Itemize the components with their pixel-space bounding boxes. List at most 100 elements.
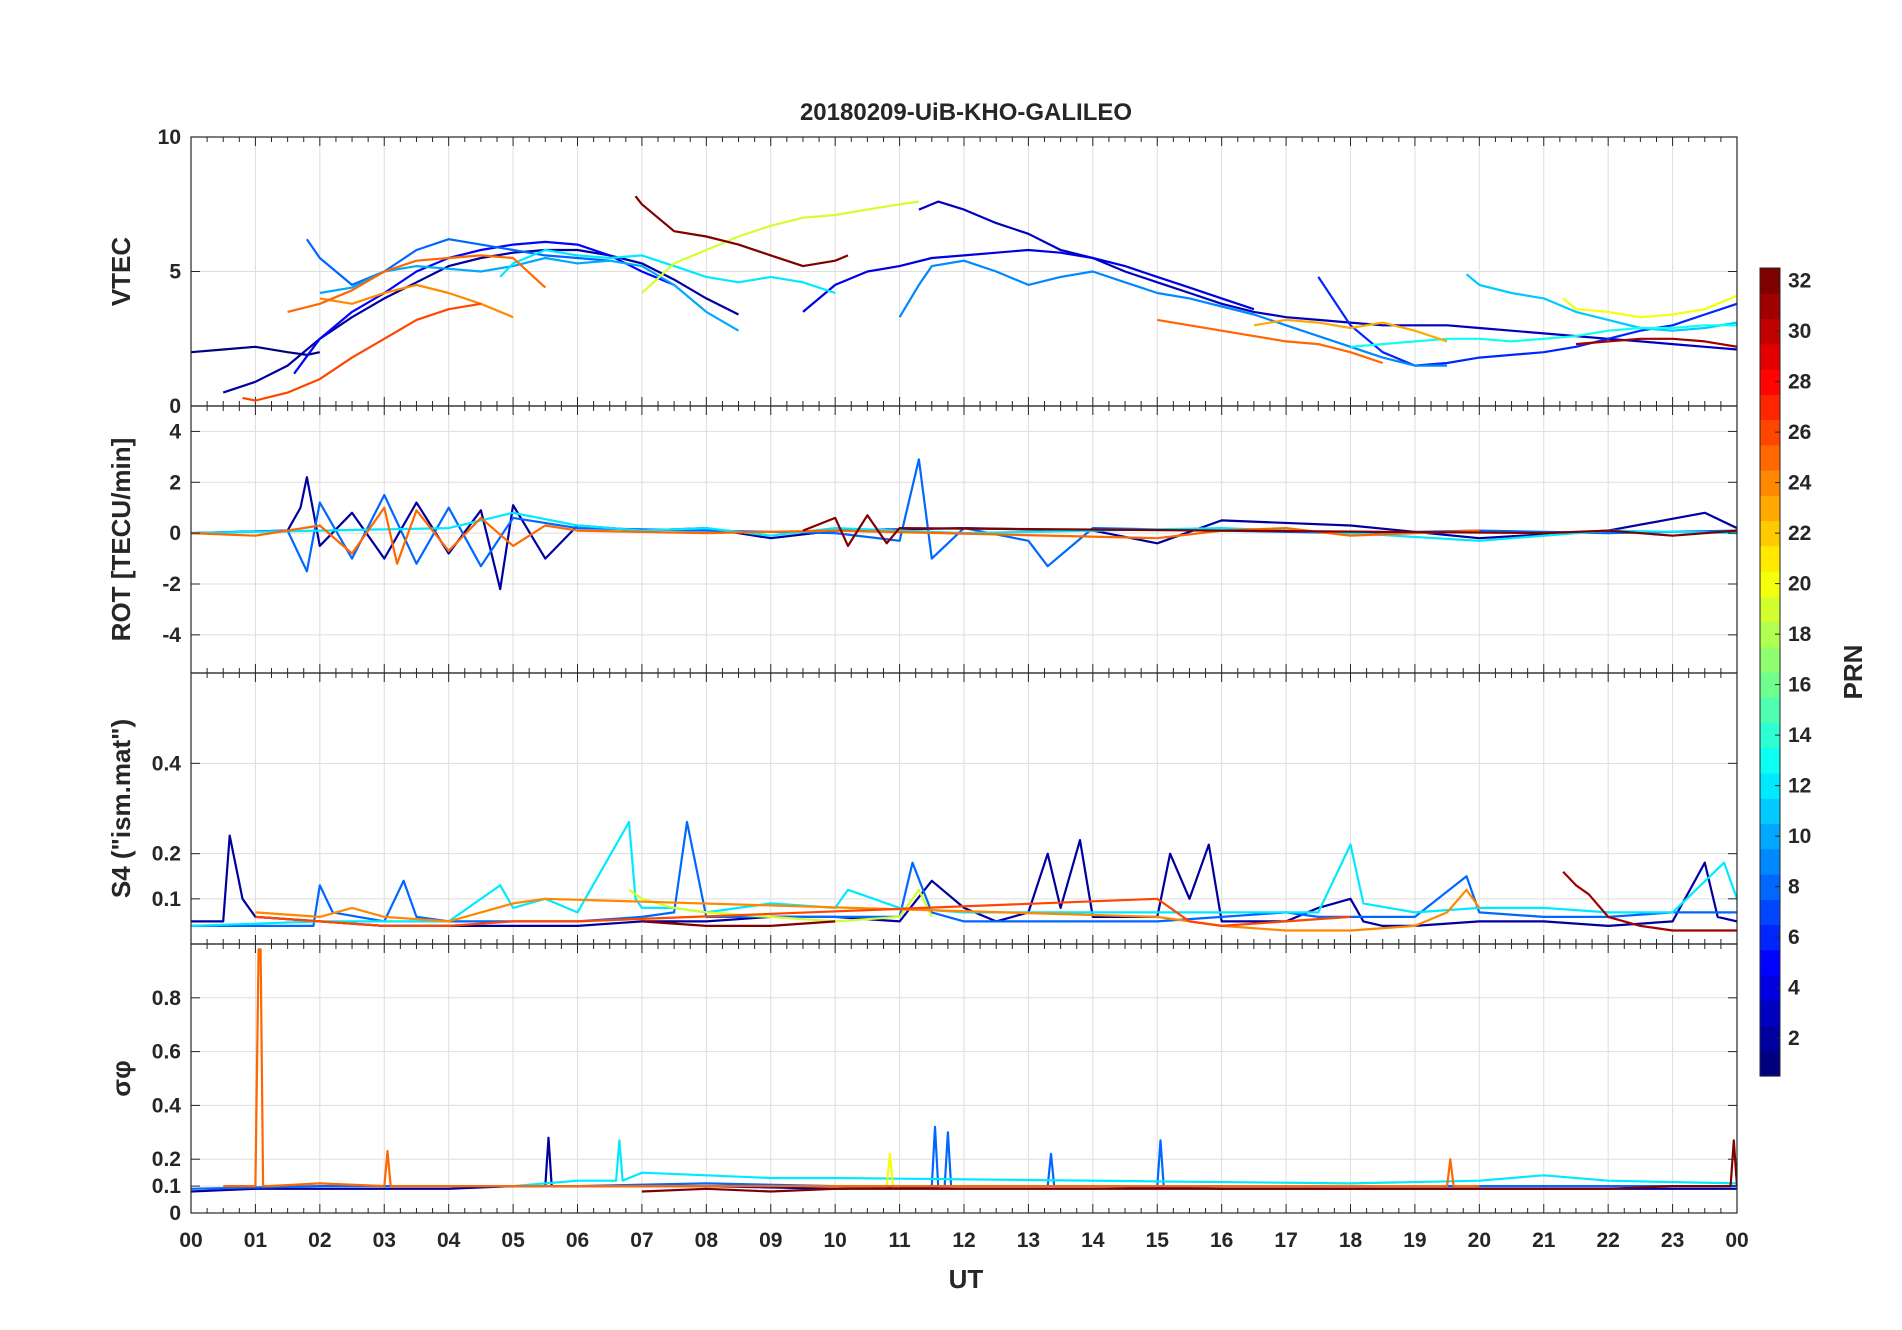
panel-rot: -4 -2 0 2 4 ROT [TECU/min] bbox=[106, 405, 1738, 674]
y-axis-label-sigma_phi: σφ bbox=[106, 1060, 136, 1096]
series-line-prn-11 bbox=[1465, 273, 1737, 332]
series-line-prn-20 bbox=[1562, 294, 1737, 319]
y-axis-label-rot: ROT [TECU/min] bbox=[106, 438, 136, 642]
series-group-sigma_phi bbox=[191, 948, 1737, 1193]
colorbar-segment bbox=[1760, 747, 1780, 774]
series-line-prn-26 bbox=[255, 897, 1351, 928]
series-line-prn-20 bbox=[835, 1152, 900, 1188]
colorbar-segment bbox=[1760, 293, 1780, 320]
colorbar-segment bbox=[1760, 394, 1780, 421]
y-tick-label: 10 bbox=[158, 126, 181, 149]
colorbar-tick-label: 30 bbox=[1788, 320, 1811, 343]
x-tick-label: 07 bbox=[630, 1229, 653, 1252]
colorbar-frame bbox=[1759, 267, 1781, 1077]
y-tick-label: 0 bbox=[169, 395, 181, 418]
series-line-prn-26 bbox=[242, 302, 482, 402]
x-axis-label: UT bbox=[949, 1264, 984, 1294]
x-tick-label: 15 bbox=[1146, 1229, 1170, 1252]
series-group-vtec bbox=[191, 195, 1737, 402]
series-line-prn-24 bbox=[255, 888, 1481, 932]
x-tick-label: 12 bbox=[952, 1229, 975, 1252]
colorbar-segment bbox=[1760, 1050, 1780, 1077]
colorbar-segment bbox=[1760, 646, 1780, 673]
y-axis-label-vtec: VTEC bbox=[106, 237, 136, 307]
series-line-prn-4 bbox=[802, 248, 1255, 313]
axes-frame-sigma_phi bbox=[190, 943, 1738, 1214]
series-line-prn-32 bbox=[634, 195, 849, 268]
x-tick-label: 11 bbox=[888, 1229, 911, 1252]
colorbar-segment bbox=[1760, 697, 1780, 724]
colorbar-segment bbox=[1760, 419, 1780, 446]
x-tick-label: 19 bbox=[1403, 1229, 1426, 1252]
x-tick-label: 22 bbox=[1596, 1229, 1619, 1252]
x-tick-label: 06 bbox=[566, 1229, 589, 1252]
series-line-prn-19 bbox=[641, 200, 920, 294]
series-line-prn-25 bbox=[287, 254, 547, 313]
grid-sigma_phi bbox=[190, 944, 1738, 1214]
x-tick-label: 18 bbox=[1339, 1229, 1363, 1252]
y-tick-label: 4 bbox=[169, 420, 181, 443]
y-tick-label: -2 bbox=[162, 573, 181, 596]
y-tick-label: 0 bbox=[169, 522, 181, 545]
series-line-prn-8 bbox=[305, 238, 610, 286]
colorbar-segment bbox=[1760, 444, 1780, 471]
colorbar-segment bbox=[1760, 949, 1780, 976]
colorbar-segment bbox=[1760, 318, 1780, 345]
colorbar-segment bbox=[1760, 621, 1780, 648]
y-tick-label: 0 bbox=[169, 1202, 181, 1225]
colorbar-segment bbox=[1760, 343, 1780, 370]
colorbar-segment bbox=[1760, 975, 1780, 1001]
colorbar-tick-label: 12 bbox=[1788, 775, 1811, 798]
series-line-prn-9 bbox=[898, 259, 1448, 367]
x-tick-label: 21 bbox=[1532, 1229, 1556, 1252]
colorbar-segment bbox=[1760, 520, 1780, 547]
series-line-prn-5 bbox=[293, 240, 675, 375]
colorbar-segment bbox=[1760, 899, 1780, 926]
x-tick-label: 08 bbox=[695, 1229, 719, 1252]
y-tick-label: 0.2 bbox=[152, 1148, 181, 1171]
colorbar-segment bbox=[1760, 874, 1780, 900]
series-line-prn-32 bbox=[641, 1139, 1737, 1193]
colorbar-segment bbox=[1760, 571, 1780, 597]
colorbar-tick-label: 28 bbox=[1788, 371, 1812, 394]
colorbar-tick-label: 22 bbox=[1788, 522, 1811, 545]
x-tick-label: 20 bbox=[1468, 1229, 1491, 1252]
x-tick-label: 16 bbox=[1210, 1229, 1233, 1252]
colorbar-tick-label: 4 bbox=[1788, 977, 1800, 1000]
colorbar-segment bbox=[1760, 545, 1780, 572]
colorbar-segment bbox=[1760, 495, 1780, 522]
grid-vtec bbox=[190, 136, 1738, 407]
x-tick-label: 02 bbox=[308, 1229, 331, 1252]
colorbar-segment bbox=[1760, 848, 1780, 875]
colorbar-tick-label: 32 bbox=[1788, 270, 1811, 293]
colorbar-segment bbox=[1760, 268, 1780, 294]
grid-s4 bbox=[190, 673, 1738, 944]
series-line-prn-31 bbox=[1562, 870, 1737, 932]
x-tick-label: 23 bbox=[1661, 1229, 1684, 1252]
x-tick-label: 05 bbox=[501, 1229, 525, 1252]
colorbar-segment bbox=[1760, 798, 1780, 825]
colorbar-tick-label: 26 bbox=[1788, 421, 1811, 444]
colorbar-segment bbox=[1760, 1025, 1780, 1052]
colorbar-segment bbox=[1760, 1000, 1780, 1027]
x-tick-label: 00 bbox=[1725, 1229, 1748, 1252]
series-line-prn-13 bbox=[1350, 324, 1737, 348]
panel-sigma_phi: 0 0.1 0.2 0.4 0.6 0.8 σφ bbox=[106, 943, 1738, 1225]
colorbar-segment bbox=[1760, 470, 1780, 496]
series-line-prn-25 bbox=[191, 506, 1480, 565]
x-tick-label: 17 bbox=[1274, 1229, 1297, 1252]
y-tick-label: 5 bbox=[169, 261, 181, 284]
chart-title: 20180209-UiB-KHO-GALILEO bbox=[800, 99, 1132, 126]
series-line-prn-25 bbox=[1157, 318, 1384, 365]
x-tick-label: 09 bbox=[759, 1229, 782, 1252]
y-tick-label: -4 bbox=[162, 624, 181, 647]
colorbar-segment bbox=[1760, 596, 1780, 623]
series-line-prn-12 bbox=[513, 1139, 1737, 1188]
colorbar-segment bbox=[1760, 369, 1780, 395]
series-line-prn-32 bbox=[641, 920, 836, 928]
y-tick-label: 0.2 bbox=[152, 843, 181, 866]
colorbar-segment bbox=[1760, 722, 1780, 749]
colorbar-segment bbox=[1760, 823, 1780, 850]
